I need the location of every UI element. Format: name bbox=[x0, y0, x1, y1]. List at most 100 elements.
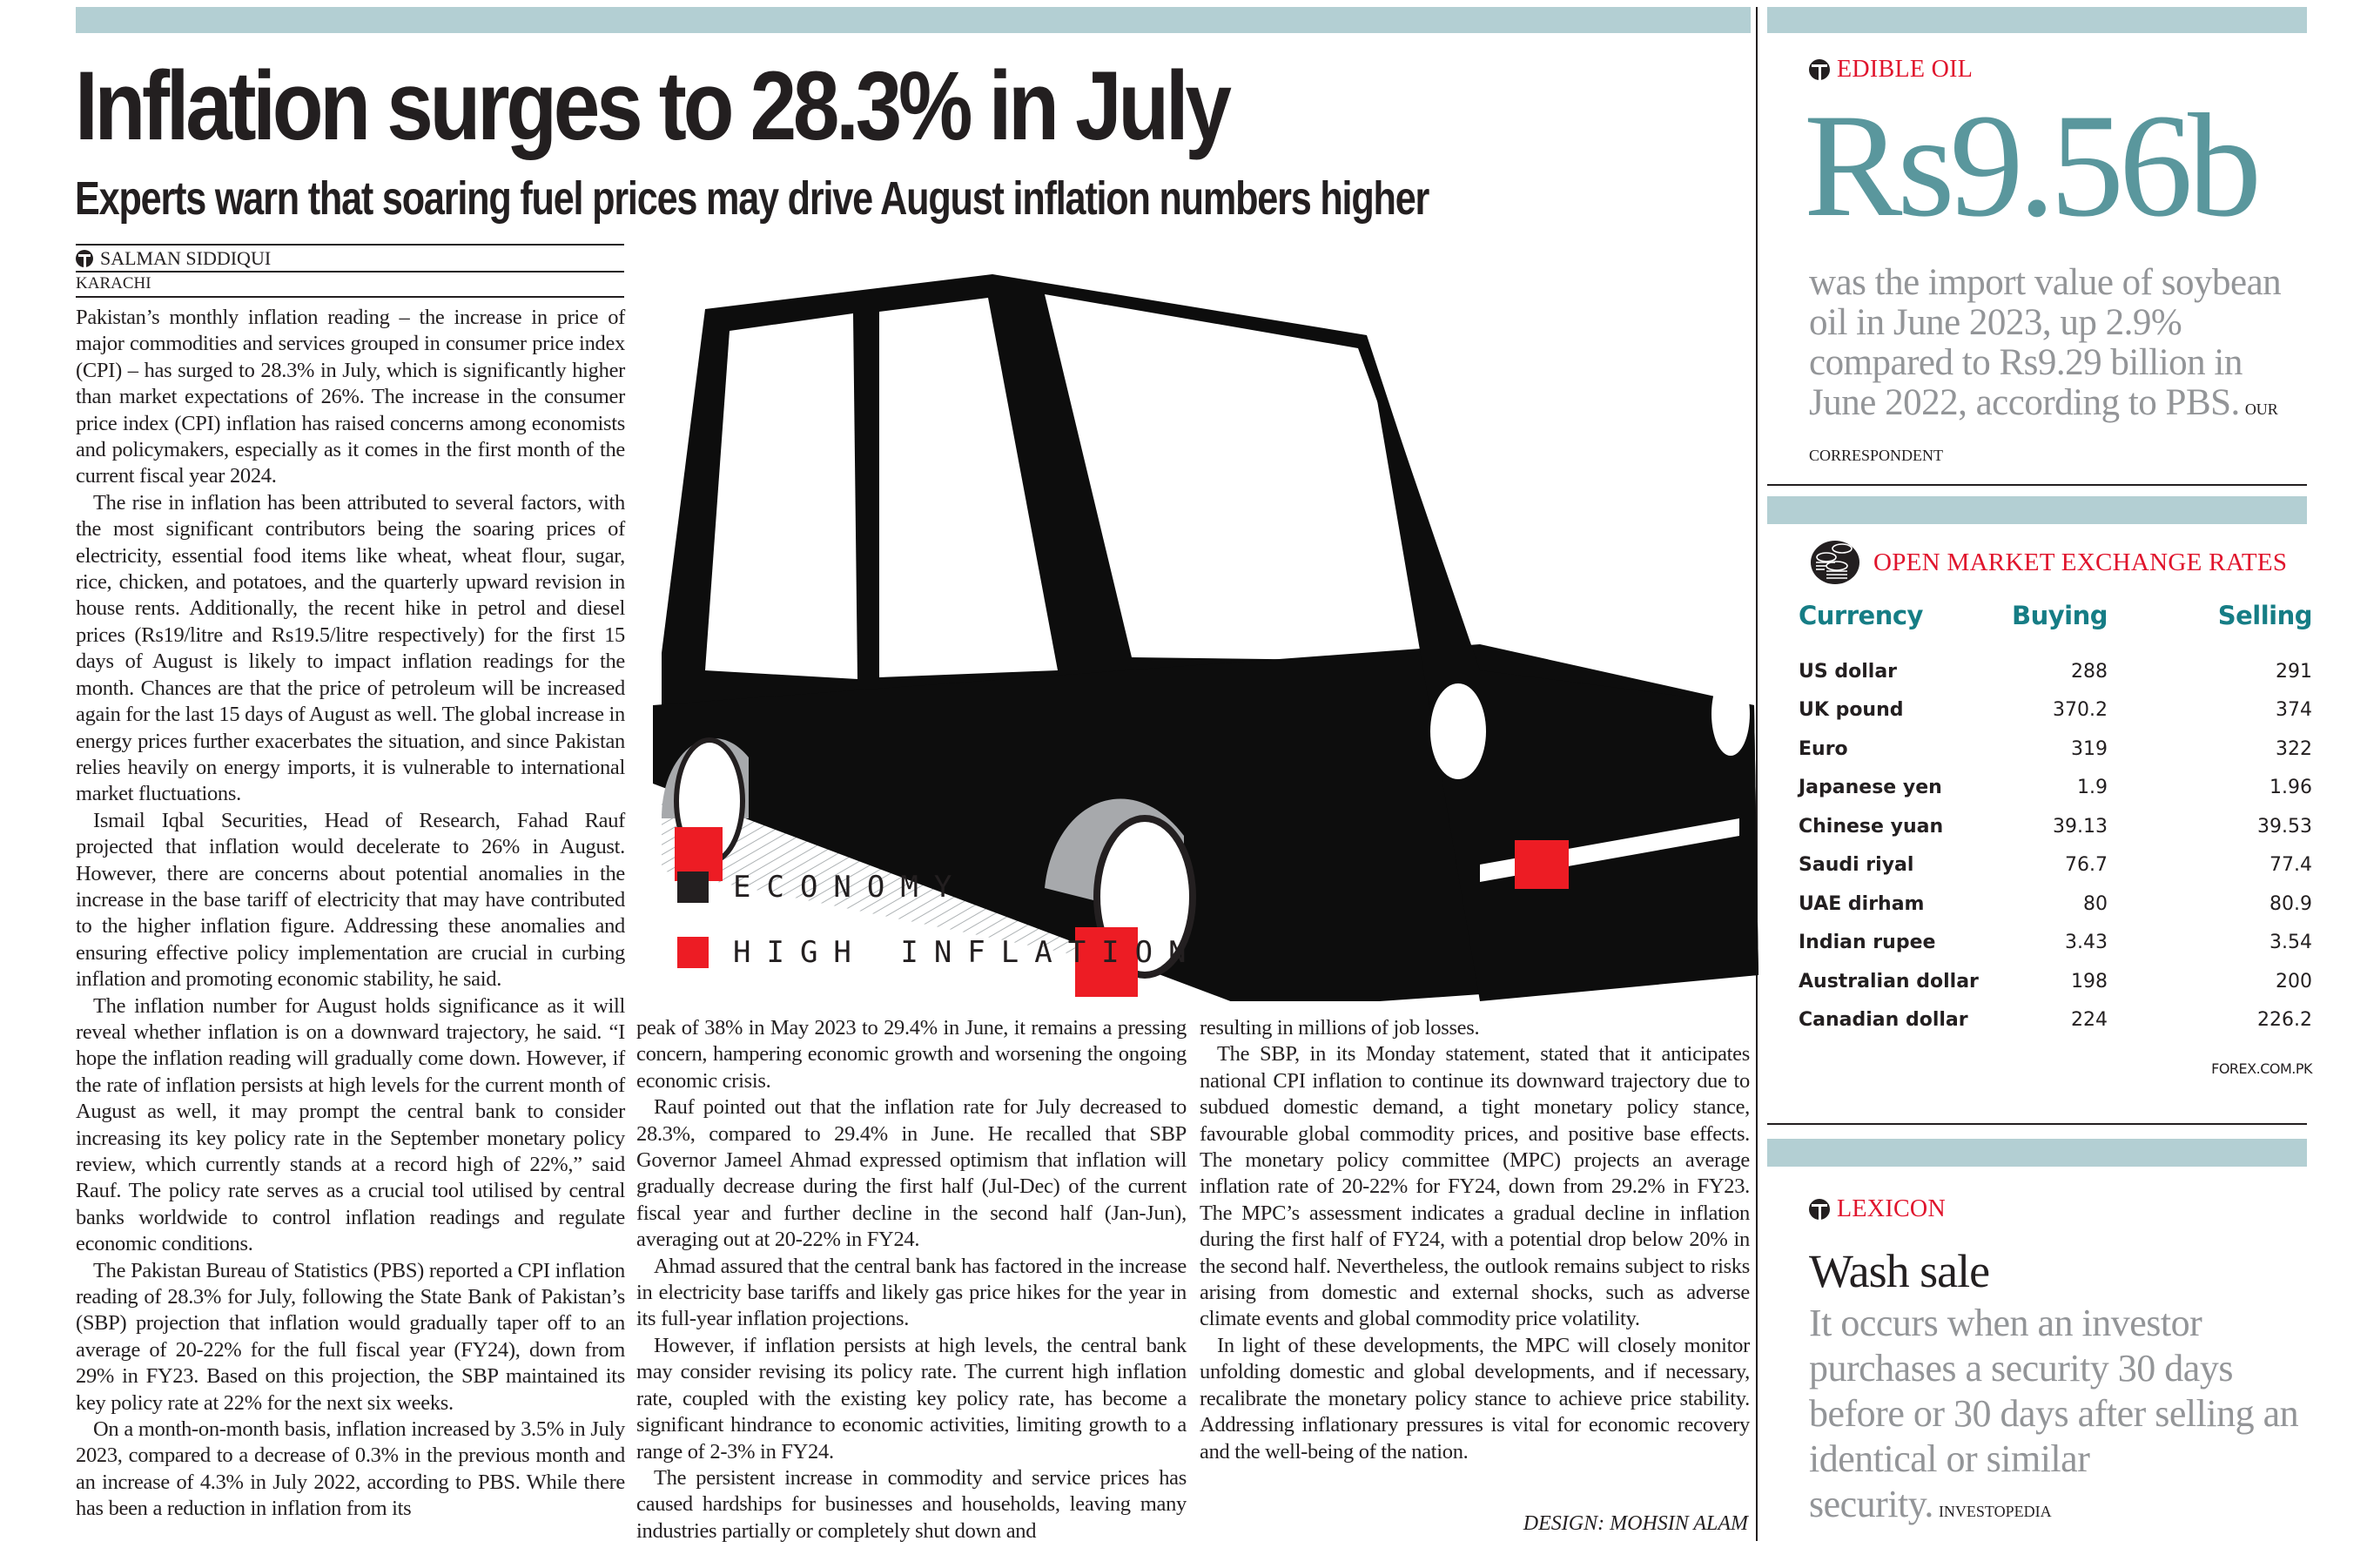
table-row: Euro 319 322 bbox=[1799, 730, 2312, 769]
top-bar-main bbox=[76, 7, 1751, 33]
legend-item-high-inflation: HIGH INFLATION bbox=[677, 935, 1202, 970]
paragraph: Ismail Iqbal Securities, Head of Researc… bbox=[76, 808, 625, 992]
header-buying: Buying bbox=[2012, 601, 2108, 630]
paragraph: The Pakistan Bureau of Statistics (PBS) … bbox=[76, 1258, 625, 1415]
table-row: UK pound 370.2 374 bbox=[1799, 691, 2312, 730]
paragraph: However, if inflation persists at high l… bbox=[636, 1333, 1187, 1464]
rail-bar-3 bbox=[1767, 1139, 2307, 1167]
article-column-2: peak of 38% in May 2023 to 29.4% in June… bbox=[636, 1015, 1187, 1544]
legend-item-economy: ECONOMY bbox=[677, 870, 967, 905]
table-row: US dollar 288 291 bbox=[1799, 652, 2312, 691]
selling-cell: 77.4 bbox=[2269, 854, 2312, 877]
selling-cell: 3.54 bbox=[2269, 932, 2312, 954]
table-row: Australian dollar 198 200 bbox=[1799, 962, 2312, 1001]
paragraph: resulting in millions of job losses. bbox=[1200, 1016, 1480, 1040]
selling-cell: 1.96 bbox=[2269, 777, 2312, 799]
column-divider bbox=[1756, 7, 1758, 1541]
kicker-label: LEXICON bbox=[1837, 1195, 1946, 1222]
dateline: KARACHI bbox=[76, 274, 151, 293]
buying-cell: 288 bbox=[2071, 660, 2108, 683]
paragraph: In light of these developments, the MPC … bbox=[1200, 1333, 1750, 1464]
rail-bar-2 bbox=[1767, 496, 2307, 524]
buying-cell: 370.2 bbox=[2053, 699, 2108, 722]
legend-label: ECONOMY bbox=[733, 870, 968, 905]
coin-stack-icon bbox=[1811, 541, 1859, 584]
edible-oil-statement: was the import value of soybean oil in J… bbox=[1809, 263, 2314, 475]
article-column-3: resulting in millions of job losses. The… bbox=[1200, 1015, 1750, 1465]
definition-source: INVESTOPEDIA bbox=[1938, 1503, 2052, 1520]
edible-oil-kicker: EDIBLE OIL bbox=[1809, 56, 1973, 84]
car-icon bbox=[653, 274, 1758, 1010]
lexicon-definition: It occurs when an investor purchases a s… bbox=[1809, 1301, 2323, 1534]
top-bar-rail bbox=[1767, 7, 2307, 33]
header-selling: Selling bbox=[2217, 601, 2313, 630]
table-row: Indian rupee 3.43 3.54 bbox=[1799, 924, 2312, 963]
headline: Inflation surges to 28.3% in July bbox=[75, 51, 1232, 160]
table-row: UAE dirham 80 80.9 bbox=[1799, 885, 2312, 924]
exchange-rates-label: OPEN MARKET EXCHANGE RATES bbox=[1873, 548, 2288, 576]
currency-cell: Canadian dollar bbox=[1799, 1009, 1968, 1032]
byline-rule-mid bbox=[76, 271, 624, 273]
buying-cell: 224 bbox=[2071, 1009, 2108, 1032]
author-name: SALMAN SIDDIQUI bbox=[100, 247, 272, 269]
lexicon-kicker: LEXICON bbox=[1809, 1195, 1946, 1223]
currency-cell: UAE dirham bbox=[1799, 892, 1925, 915]
definition-text: It occurs when an investor purchases a s… bbox=[1809, 1302, 2299, 1525]
paragraph: The inflation number for August holds si… bbox=[76, 993, 625, 1256]
tribune-logo-icon bbox=[76, 250, 93, 267]
statement-source: OUR CORRESPONDENT bbox=[1809, 400, 2278, 464]
currency-cell: Chinese yuan bbox=[1799, 815, 1944, 838]
rail-rule-2 bbox=[1767, 1123, 2307, 1125]
selling-cell: 291 bbox=[2276, 660, 2312, 683]
currency-cell: Saudi riyal bbox=[1799, 854, 1914, 877]
tribune-logo-icon bbox=[1809, 1199, 1830, 1220]
paragraph: The persistent increase in commodity and… bbox=[636, 1465, 1187, 1543]
legend-swatch-high-inflation bbox=[677, 937, 709, 968]
selling-cell: 200 bbox=[2276, 970, 2312, 993]
paragraph: peak of 38% in May 2023 to 29.4% in June… bbox=[636, 1016, 1187, 1093]
exchange-rates-source: FOREX.COM.PK bbox=[2211, 1060, 2312, 1077]
currency-cell: Australian dollar bbox=[1799, 970, 1979, 993]
buying-cell: 319 bbox=[2071, 737, 2108, 760]
selling-cell: 322 bbox=[2276, 737, 2312, 760]
legend-swatch-economy bbox=[677, 871, 709, 903]
paragraph: Pakistan’s monthly inflation reading – t… bbox=[76, 306, 625, 488]
buying-cell: 3.43 bbox=[2065, 932, 2108, 954]
article-column-1: Pakistan’s monthly inflation reading – t… bbox=[76, 305, 625, 1523]
header-currency: Currency bbox=[1799, 601, 1923, 630]
selling-cell: 39.53 bbox=[2257, 815, 2312, 838]
byline: SALMAN SIDDIQUI bbox=[76, 246, 624, 271]
buying-cell: 80 bbox=[2083, 892, 2108, 915]
buying-cell: 76.7 bbox=[2065, 854, 2108, 877]
selling-cell: 226.2 bbox=[2257, 1009, 2312, 1032]
buying-cell: 39.13 bbox=[2053, 815, 2108, 838]
currency-cell: Euro bbox=[1799, 737, 1848, 760]
exchange-rates-table: Currency Buying Selling US dollar 288 291 U… bbox=[1799, 601, 2313, 1040]
table-row: Japanese yen 1.9 1.96 bbox=[1799, 769, 2312, 808]
edible-oil-figure: Rs9.56b bbox=[1804, 84, 2262, 247]
exchange-rates-title: OPEN MARKET EXCHANGE RATES bbox=[1809, 540, 2287, 585]
table-row: Canadian dollar 224 226.2 bbox=[1799, 1001, 2312, 1040]
byline-rule-top bbox=[76, 244, 624, 246]
kicker-label: EDIBLE OIL bbox=[1837, 56, 1974, 83]
legend-label: HIGH INFLATION bbox=[733, 935, 1202, 970]
paragraph: The SBP, in its Monday statement, stated… bbox=[1200, 1042, 1750, 1331]
table-row: Saudi riyal 76.7 77.4 bbox=[1799, 846, 2312, 885]
byline-rule-bottom bbox=[76, 296, 624, 298]
paragraph: The rise in inflation has been attribute… bbox=[76, 490, 625, 806]
subheadline: Experts warn that soaring fuel prices ma… bbox=[75, 172, 1429, 225]
paragraph: Rauf pointed out that the inflation rate… bbox=[636, 1095, 1187, 1252]
lexicon-term: Wash sale bbox=[1809, 1245, 1990, 1297]
currency-cell: US dollar bbox=[1799, 660, 1898, 683]
rail-rule-1 bbox=[1767, 484, 2307, 486]
buying-cell: 1.9 bbox=[2077, 777, 2108, 799]
selling-cell: 80.9 bbox=[2269, 892, 2312, 915]
statement-text: was the import value of soybean oil in J… bbox=[1809, 262, 2282, 423]
currency-cell: UK pound bbox=[1799, 699, 1904, 722]
car-on-blocks-illustration bbox=[644, 261, 1767, 1010]
table-header-row: Currency Buying Selling bbox=[1799, 601, 2313, 652]
design-credit: DESIGN: MOHSIN ALAM bbox=[1523, 1512, 1748, 1535]
selling-cell: 374 bbox=[2276, 699, 2312, 722]
paragraph: Ahmad assured that the central bank has … bbox=[636, 1254, 1187, 1331]
buying-cell: 198 bbox=[2071, 970, 2108, 993]
